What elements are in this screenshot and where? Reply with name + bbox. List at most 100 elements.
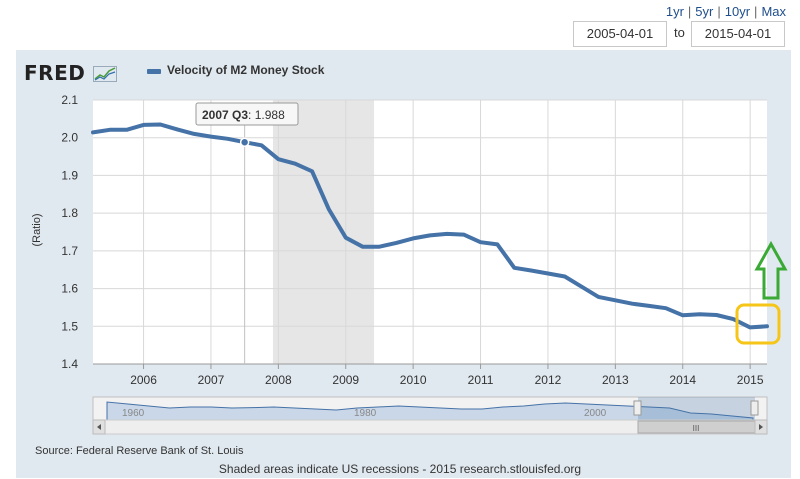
data-point	[159, 123, 162, 126]
data-point	[327, 208, 330, 211]
x-tick-label: 2014	[669, 373, 696, 387]
scrollbar[interactable]: III	[92, 419, 768, 435]
x-tick-label: 2009	[332, 373, 359, 387]
y-tick-label: 1.9	[61, 168, 78, 182]
scrollbar-grip: III	[693, 424, 700, 433]
range-5yr-link[interactable]: 5yr	[695, 4, 714, 19]
navigator-tick-2000: 2000	[584, 408, 607, 419]
tooltip-text: 2007 Q3: 1.988	[202, 108, 285, 122]
legend-series-label[interactable]: Velocity of M2 Money Stock	[167, 63, 325, 77]
data-point	[513, 266, 516, 269]
data-point	[311, 170, 314, 173]
x-tick-label: 2006	[130, 373, 157, 387]
x-tick-label: 2008	[265, 373, 292, 387]
x-gridlines	[93, 100, 767, 369]
y-tick-label: 1.8	[61, 206, 78, 220]
data-point	[749, 326, 752, 329]
data-point	[361, 245, 364, 248]
data-point	[732, 318, 735, 321]
tooltip-box	[195, 102, 299, 126]
navigator[interactable]: 1960 1980 2000	[92, 396, 768, 421]
data-point	[715, 313, 718, 316]
x-tick-label: 2012	[535, 373, 562, 387]
data-point	[766, 325, 768, 328]
up-arrow-annotation	[754, 240, 788, 300]
navigator-selection[interactable]	[638, 397, 755, 420]
y-tick-labels: 1.4 1.5 1.6 1.7 1.8 1.9 2.0 2.1	[61, 93, 78, 371]
x-tick-label: 2013	[602, 373, 629, 387]
separator: |	[717, 4, 721, 19]
y-axis-label: (Ratio)	[31, 213, 43, 246]
highlight-box-annotation	[735, 303, 781, 345]
navigator-left-handle[interactable]	[633, 400, 642, 416]
range-1yr-link[interactable]: 1yr	[665, 4, 684, 19]
scroll-left-arrow-icon	[97, 424, 101, 430]
data-point	[479, 241, 482, 244]
source-note: Source: Federal Reserve Bank of St. Loui…	[35, 445, 244, 457]
x-tick-label: 2015	[737, 373, 764, 387]
hover-marker	[239, 137, 250, 147]
data-point	[344, 236, 347, 239]
data-point	[193, 132, 196, 135]
plot-area	[93, 100, 767, 364]
data-point	[378, 245, 381, 248]
range-10yr-link[interactable]: 10yr	[724, 4, 751, 19]
data-point	[530, 269, 533, 272]
footnote: Shaded areas indicate US recessions - 20…	[218, 462, 582, 476]
y-tick-label: 2.0	[61, 131, 78, 145]
data-point	[462, 233, 465, 236]
navigator-tick-1980: 1980	[354, 408, 377, 419]
date-from-input[interactable]: 2005-04-01	[573, 21, 667, 47]
x-tick-label: 2011	[468, 373, 494, 387]
data-point	[631, 302, 634, 305]
navigator-series-area	[106, 401, 754, 421]
data-point	[92, 131, 94, 134]
range-max-link[interactable]: Max	[761, 4, 786, 19]
data-point	[125, 128, 128, 131]
data-point	[664, 307, 667, 310]
scroll-right-arrow-icon	[759, 424, 763, 430]
data-point	[142, 123, 145, 126]
data-point	[226, 137, 229, 140]
y-tick-label: 1.6	[61, 282, 78, 296]
data-point	[580, 285, 583, 288]
tooltip: 2007 Q3: 1.988	[195, 102, 299, 126]
data-point	[294, 162, 297, 165]
legend-swatch	[147, 69, 161, 74]
recession-shade	[272, 100, 375, 364]
separator: |	[687, 4, 692, 19]
data-point	[176, 128, 179, 131]
data-point	[648, 304, 651, 307]
navigator-tick-1960: 1960	[122, 408, 145, 419]
data-point	[445, 232, 448, 235]
y-tick-label: 1.4	[61, 357, 78, 371]
navigator-right-handle[interactable]	[750, 400, 759, 416]
data-point	[546, 272, 549, 275]
data-point	[429, 234, 431, 237]
data-point	[108, 128, 111, 131]
x-tick-label: 2010	[400, 373, 427, 387]
tooltip-value: 1.988	[255, 108, 285, 122]
y-tick-label: 2.1	[61, 93, 78, 107]
data-point	[614, 299, 617, 302]
fred-logo-text: FRED	[24, 61, 86, 85]
to-label: to	[674, 25, 685, 40]
data-point	[681, 314, 684, 317]
data-point	[563, 275, 566, 278]
fred-logo-graph-icon	[92, 66, 117, 82]
data-point	[412, 237, 415, 240]
data-point	[698, 313, 701, 316]
fred-logo: FRED	[24, 61, 117, 85]
data-points	[92, 123, 768, 329]
date-to-input[interactable]: 2015-04-01	[691, 21, 785, 47]
data-point	[260, 144, 263, 147]
y-tick-label: 1.5	[61, 319, 78, 333]
separator: |	[754, 4, 758, 19]
y-tick-label: 1.7	[61, 244, 78, 258]
data-point	[395, 241, 398, 244]
data-point	[496, 243, 499, 246]
data-point	[209, 135, 212, 138]
tooltip-date: 2007 Q3	[202, 108, 248, 122]
x-tick-label: 2007	[198, 373, 225, 387]
